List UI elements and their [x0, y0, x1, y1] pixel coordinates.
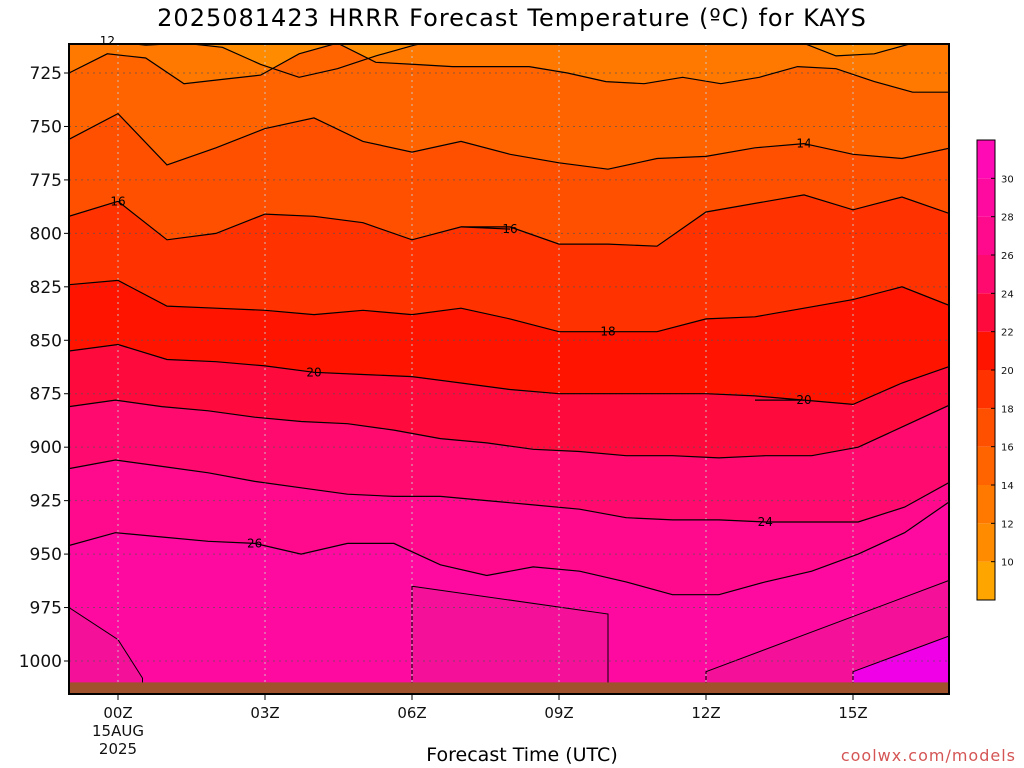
xtick-label-09Z: 09Z — [544, 704, 573, 722]
isotherm-18-5 — [69, 279, 949, 333]
isotherm-labels: 12 14 16 16 18 20 20 24 26 — [100, 34, 812, 550]
ytick-label-950: 950 — [30, 545, 62, 565]
ytick-label-750: 750 — [30, 117, 62, 137]
isotherm-22-8 — [69, 399, 949, 459]
ytick-label-825: 825 — [30, 278, 62, 298]
colorbar-label-28: 28 — [1001, 213, 1014, 224]
xtick-label-03Z: 03Z — [250, 704, 279, 722]
colorbar-segment-12 — [977, 485, 995, 524]
y-axis: 725 750 775 800 825 850 875 900 925 950 975 1000 — [19, 64, 69, 672]
isotherm-label-12-0: 12 — [100, 34, 115, 48]
temperature-fill-layer — [69, 44, 949, 694]
warm-region-28-1 — [411, 585, 609, 694]
ground-below-surface — [69, 682, 949, 694]
colorbar-segment-18 — [977, 370, 995, 409]
isotherm-label-18-5: 18 — [600, 325, 615, 339]
colorbar-segment-14 — [977, 446, 995, 485]
colorbar: 10 12 14 16 18 20 22 24 26 28 30 — [976, 139, 1014, 601]
colorbar-label-22: 22 — [1001, 328, 1014, 339]
isotherm-label-26-10: 26 — [247, 536, 262, 550]
isotherm-label-20-6: 20 — [306, 365, 321, 379]
source-credit: coolwx.com/models — [840, 746, 1016, 765]
ytick-label-900: 900 — [30, 438, 62, 458]
isotherm-12-0 — [129, 44, 912, 78]
isotherm-26-10 — [69, 501, 949, 596]
ytick-label-800: 800 — [30, 224, 62, 244]
isotherm-label-16-4: 16 — [502, 222, 517, 236]
isotherm-label-16-3: 16 — [110, 194, 125, 208]
x-axis-title: Forecast Time (UTC) — [426, 744, 618, 766]
colorbar-label-24: 24 — [1001, 289, 1014, 300]
colorbar-segment-16 — [977, 408, 995, 447]
colorbar-segment-30 — [977, 140, 995, 179]
colorbar-segment-8 — [977, 561, 995, 600]
colorbar-label-12: 12 — [1001, 519, 1014, 530]
colorbar-label-10: 10 — [1001, 558, 1014, 569]
colorbar-segment-24 — [977, 255, 995, 294]
ytick-label-775: 775 — [30, 171, 62, 191]
plot-frame — [68, 43, 950, 695]
ytick-label-875: 875 — [30, 385, 62, 405]
isotherm-label-14-2: 14 — [796, 137, 811, 151]
colorbar-label-14: 14 — [1001, 481, 1014, 492]
fill-band-26 — [69, 501, 949, 694]
xtick-label-12Z: 12Z — [691, 704, 720, 722]
isotherm-layer — [69, 44, 949, 596]
colorbar-segment-10 — [977, 523, 995, 562]
colorbar-segment-22 — [977, 293, 995, 332]
ytick-label-850: 850 — [30, 331, 62, 351]
isotherm-13-1 — [69, 44, 949, 93]
plot-area — [69, 44, 949, 694]
colorbar-label-30: 30 — [1001, 174, 1014, 185]
chart-title: 2025081423 HRRR Forecast Temperature (ºC… — [157, 4, 867, 32]
ytick-label-1000: 1000 — [19, 652, 62, 672]
ytick-label-925: 925 — [30, 492, 62, 512]
isotherm-24-9 — [69, 459, 949, 523]
xtick-label-06Z: 06Z — [397, 704, 426, 722]
isotherm-label-24-9: 24 — [758, 515, 773, 529]
isotherm-16-4 — [460, 226, 511, 230]
ytick-label-975: 975 — [30, 599, 62, 619]
xtick-sublabel-2025: 2025 — [99, 740, 137, 758]
colorbar-segment-26 — [977, 216, 995, 255]
colorbar-segment-28 — [977, 178, 995, 217]
isotherm-14-2 — [69, 112, 949, 170]
colorbar-label-20: 20 — [1001, 366, 1014, 377]
colorbar-segment-20 — [977, 331, 995, 370]
xtick-label-15Z: 15Z — [838, 704, 867, 722]
xtick-sublabel-15AUG: 15AUG — [92, 722, 144, 740]
ytick-label-725: 725 — [30, 64, 62, 84]
gridlines — [69, 44, 949, 694]
isotherm-16-3 — [69, 194, 949, 247]
colorbar-label-26: 26 — [1001, 251, 1014, 262]
isotherm-label-20-7: 20 — [796, 393, 811, 407]
colorbar-label-18: 18 — [1001, 404, 1014, 415]
colorbar-label-16: 16 — [1001, 443, 1014, 454]
xtick-label-00Z: 00Z — [103, 704, 132, 722]
